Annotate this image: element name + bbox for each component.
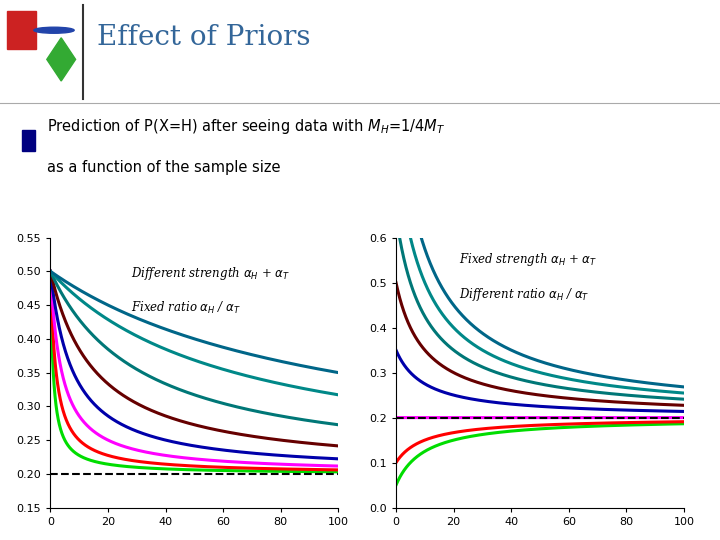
Circle shape [34,27,74,33]
Bar [22,130,35,151]
Text: Different ratio $\alpha_H$ / $\alpha_T$: Different ratio $\alpha_H$ / $\alpha_T$ [459,286,590,303]
Text: Prediction of P(X=H) after seeing data with $M_H$=1/4$M_T$: Prediction of P(X=H) after seeing data w… [47,117,446,136]
Text: Effect of Priors: Effect of Priors [97,24,311,51]
Text: Fixed strength $\alpha_H$ + $\alpha_T$: Fixed strength $\alpha_H$ + $\alpha_T$ [459,251,598,268]
Bar [7,11,36,49]
Text: Fixed ratio $\alpha_H$ / $\alpha_T$: Fixed ratio $\alpha_H$ / $\alpha_T$ [131,300,241,316]
Text: Different strength $\alpha_H$ + $\alpha_T$: Different strength $\alpha_H$ + $\alpha_… [131,265,290,281]
Text: as a function of the sample size: as a function of the sample size [47,160,280,175]
Polygon shape [47,38,76,81]
